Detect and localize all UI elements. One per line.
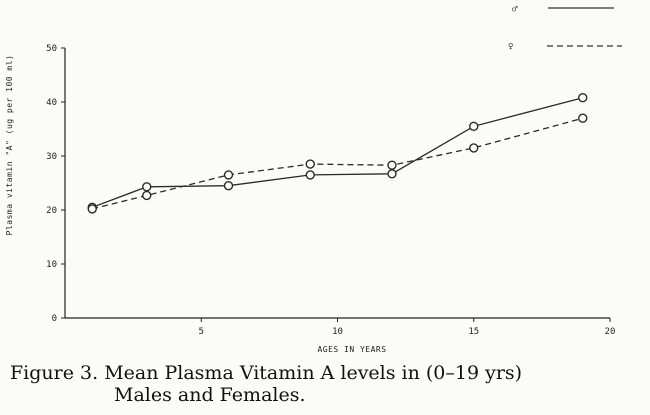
data-point bbox=[87, 204, 97, 214]
y-tick-label: 0 bbox=[52, 314, 57, 324]
y-axis-title: Plasma vitamin "A" (ug per 100 ml) bbox=[5, 55, 14, 236]
x-ticks: 5 10 15 20 bbox=[199, 318, 616, 337]
data-point bbox=[387, 160, 397, 170]
data-point bbox=[223, 180, 234, 191]
data-point bbox=[223, 170, 234, 180]
data-point bbox=[578, 92, 588, 103]
x-tick-label: 5 bbox=[199, 327, 204, 337]
data-point bbox=[305, 159, 315, 169]
series-0 bbox=[87, 92, 588, 213]
legend: ♂ ♀ bbox=[508, 5, 622, 52]
data-point bbox=[469, 143, 479, 153]
legend-label-0: ♂ bbox=[512, 5, 518, 15]
series-layer bbox=[87, 92, 588, 214]
y-ticks: 0 10 20 30 40 50 bbox=[46, 44, 65, 324]
caption-line-2: Males and Females. bbox=[114, 384, 306, 406]
line-chart: 0 10 20 30 40 50 5 10 15 20 Plasma vitamin "A" (… bbox=[5, 5, 622, 354]
data-point bbox=[142, 182, 152, 192]
series-1 bbox=[87, 113, 588, 214]
x-tick-label: 10 bbox=[332, 327, 343, 337]
x-tick-label: 15 bbox=[468, 327, 479, 337]
caption-line-1: Figure 3. Mean Plasma Vitamin A levels i… bbox=[10, 362, 523, 384]
x-axis-title: AGES IN YEARS bbox=[317, 345, 386, 354]
data-point bbox=[578, 113, 588, 123]
y-tick-label: 40 bbox=[46, 98, 57, 108]
data-point bbox=[469, 121, 479, 132]
y-tick-label: 10 bbox=[46, 260, 57, 270]
data-point bbox=[387, 169, 397, 179]
y-tick-label: 20 bbox=[46, 206, 57, 216]
y-tick-label: 50 bbox=[46, 44, 57, 54]
legend-label-1: ♀ bbox=[508, 42, 513, 52]
x-tick-label: 20 bbox=[605, 327, 616, 337]
data-point bbox=[305, 170, 315, 180]
series-line bbox=[92, 117, 583, 210]
y-tick-label: 30 bbox=[46, 152, 57, 162]
data-point bbox=[142, 190, 152, 201]
figure-caption: Figure 3. Mean Plasma Vitamin A levels i… bbox=[10, 362, 650, 406]
